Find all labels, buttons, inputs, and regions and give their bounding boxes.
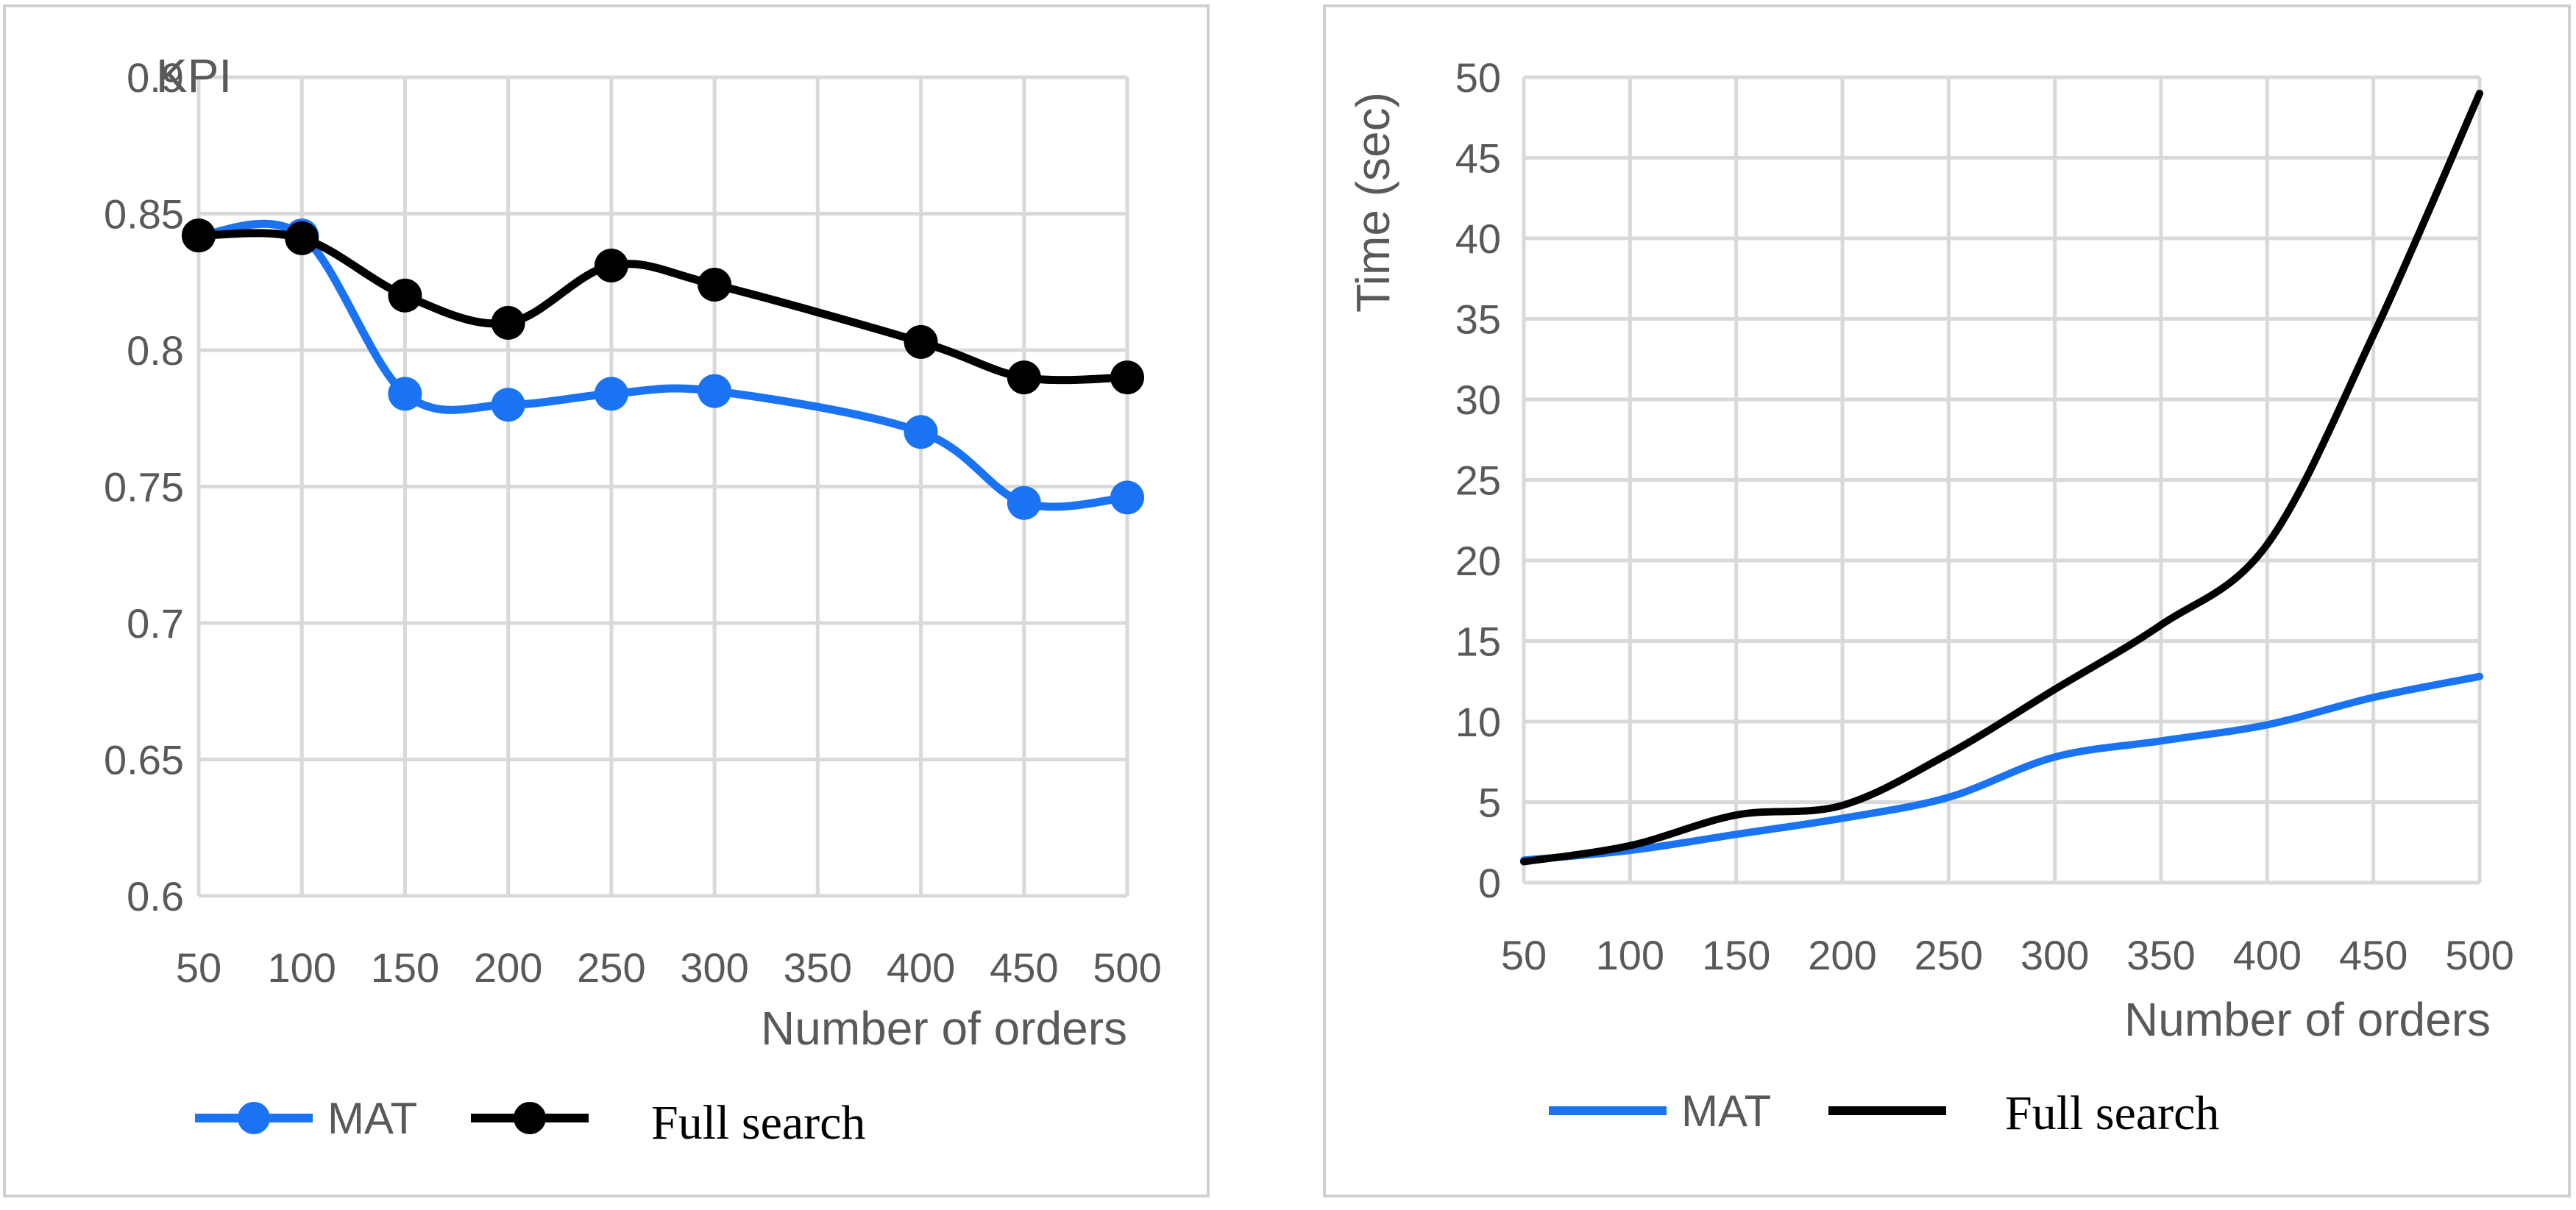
kpi-y-tick-labels: 0.6 0.65 0.7 0.75 0.8 0.85 0.9 [104,54,184,919]
time-x-tick-label: 250 [1915,932,1983,978]
time-y-tick-label: 30 [1455,377,1501,423]
time-y-tick-label: 45 [1455,135,1501,182]
time-x-tick-label: 150 [1702,932,1770,978]
kpi-chart-grid [196,75,1129,898]
time-x-tick-label: 400 [2233,932,2302,978]
time-y-tick-label: 5 [1478,780,1501,826]
kpi-full-search-point [182,218,216,253]
time-series [1520,89,2483,866]
kpi-mat-point [1110,480,1144,515]
kpi-full-search-point [285,221,319,255]
kpi-mat-point [904,415,938,449]
kpi-legend-full-search-marker [514,1102,546,1134]
kpi-y-axis-label: KPI [156,49,232,102]
kpi-legend: MAT Full search [195,1094,865,1150]
time-y-tick-labels: 0 5 10 15 20 25 30 35 40 45 50 [1455,54,1501,906]
time-y-tick-label: 0 [1478,860,1501,906]
kpi-series [182,218,1144,520]
kpi-mat-point [388,377,422,411]
kpi-x-tick-label: 300 [680,944,748,991]
kpi-mat-point [491,388,525,422]
kpi-mat-point [1007,485,1041,520]
kpi-y-tick-label: 0.65 [104,737,184,783]
time-chart-panel: 0 5 10 15 20 25 30 35 40 45 50 50 100 150 200 250 300 35… [1323,4,2571,1197]
kpi-full-search-point [698,267,732,302]
kpi-full-search-point [388,278,422,313]
time-y-tick-label: 25 [1455,458,1501,504]
kpi-y-tick-label: 0.85 [104,191,184,238]
kpi-full-search-point [1007,360,1041,395]
kpi-y-tick-label: 0.6 [127,873,184,919]
time-x-tick-labels: 50 100 150 200 250 300 350 400 450 500 [1501,932,2514,978]
time-y-tick-label: 40 [1455,216,1501,262]
kpi-x-tick-label: 200 [474,944,542,991]
kpi-x-tick-label: 150 [371,944,439,991]
time-x-tick-label: 450 [2339,932,2408,978]
kpi-x-tick-label: 100 [268,944,336,991]
time-x-tick-label: 100 [1596,932,1664,978]
kpi-x-tick-label: 400 [887,944,955,991]
kpi-y-tick-label: 0.75 [104,464,184,510]
time-x-tick-label: 50 [1501,932,1547,978]
kpi-mat-point [698,374,732,408]
kpi-x-tick-label: 500 [1093,944,1161,991]
time-y-tick-label: 20 [1455,538,1501,584]
kpi-y-tick-label: 0.9 [127,54,184,101]
time-x-tick-label: 300 [2020,932,2089,978]
time-x-tick-label: 500 [2445,932,2513,978]
kpi-y-tick-label: 0.7 [127,600,184,647]
kpi-x-tick-label: 350 [784,944,852,991]
time-legend: MAT Full search [1549,1086,2219,1140]
kpi-legend-mat-label: MAT [327,1094,417,1143]
time-y-tick-label: 15 [1455,619,1501,665]
time-full-search-line [1520,89,2483,866]
kpi-x-tick-label: 450 [990,944,1058,991]
time-y-tick-label: 35 [1455,296,1501,343]
kpi-x-tick-label: 50 [176,944,221,991]
time-x-axis-label: Number of orders [2124,993,2491,1046]
time-x-tick-label: 200 [1808,932,1876,978]
kpi-legend-full-search-label: Full search [651,1096,865,1150]
time-legend-mat-label: MAT [1681,1086,1771,1136]
kpi-chart-panel: 0.6 0.65 0.7 0.75 0.8 0.85 0.9 50 100 150 200 250 3… [3,4,1210,1197]
time-legend-full-search-label: Full search [2005,1086,2219,1140]
kpi-mat-point [594,377,628,411]
kpi-y-tick-label: 0.8 [127,327,184,374]
kpi-legend-mat-marker [238,1102,270,1134]
kpi-x-axis-label: Number of orders [761,1002,1127,1055]
time-x-tick-label: 350 [2126,932,2195,978]
kpi-x-tick-label: 250 [577,944,645,991]
kpi-full-search-point [594,248,628,282]
time-y-tick-label: 50 [1455,54,1501,101]
kpi-full-search-point [491,305,525,340]
kpi-full-search-point [1110,360,1144,395]
kpi-full-search-point [904,324,938,359]
time-chart-grid [1522,75,2482,885]
time-mat-line [1520,672,2483,864]
kpi-x-tick-labels: 50 100 150 200 250 300 350 400 450 500 [176,944,1162,991]
time-y-axis-label: Time (sec) [1346,92,1399,313]
time-y-tick-label: 10 [1455,699,1501,745]
kpi-chart-frame [3,4,1210,1197]
